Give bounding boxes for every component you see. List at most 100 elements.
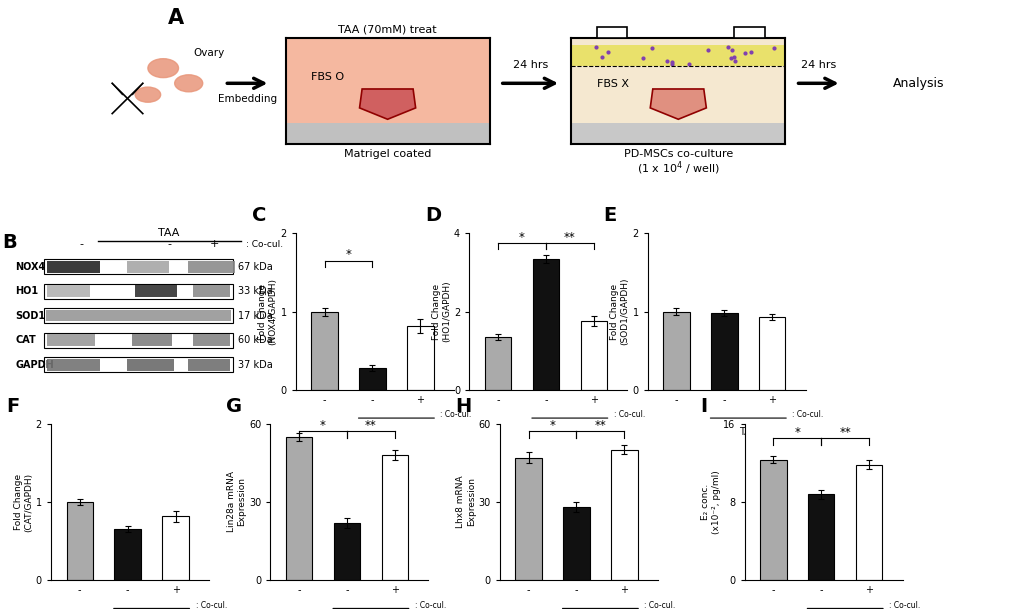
Text: 24 hrs: 24 hrs bbox=[800, 60, 836, 70]
Text: **: ** bbox=[365, 419, 376, 432]
Text: FBS X: FBS X bbox=[596, 79, 628, 89]
Bar bbox=[126, 260, 169, 273]
Text: *: * bbox=[549, 419, 555, 432]
Bar bbox=[47, 260, 100, 273]
Bar bbox=[45, 308, 232, 323]
Text: E: E bbox=[603, 206, 616, 225]
Text: A: A bbox=[168, 7, 184, 28]
Text: *: * bbox=[794, 426, 800, 439]
Polygon shape bbox=[650, 89, 706, 119]
Bar bbox=[187, 359, 230, 371]
Text: : Co-cul.: : Co-cul. bbox=[440, 410, 471, 419]
Bar bbox=[571, 38, 785, 123]
Bar bbox=[610, 449, 637, 580]
Text: C: C bbox=[252, 206, 266, 225]
Text: : Co-cul.: : Co-cul. bbox=[613, 410, 644, 419]
Bar bbox=[45, 357, 232, 372]
Text: : Co-cul.: : Co-cul. bbox=[792, 410, 822, 419]
Text: TAA (70mM) treat: TAA (70mM) treat bbox=[338, 24, 436, 34]
Bar bbox=[532, 258, 558, 390]
Bar bbox=[187, 260, 235, 273]
Text: TAA: TAA bbox=[387, 427, 406, 437]
Text: *: * bbox=[320, 419, 326, 432]
Text: H: H bbox=[455, 397, 472, 416]
Bar bbox=[47, 359, 100, 371]
Bar bbox=[193, 285, 230, 297]
Ellipse shape bbox=[148, 59, 178, 77]
Text: FBS O: FBS O bbox=[311, 71, 343, 82]
Text: HO1: HO1 bbox=[15, 286, 39, 296]
Bar bbox=[193, 334, 230, 346]
Bar bbox=[807, 494, 834, 580]
Bar bbox=[407, 325, 433, 390]
Y-axis label: Fold Change
(CAT/GAPDH): Fold Change (CAT/GAPDH) bbox=[13, 472, 33, 532]
Bar bbox=[571, 123, 785, 144]
Bar bbox=[285, 437, 312, 580]
Text: : Co-cul.: : Co-cul. bbox=[415, 600, 445, 610]
Text: F: F bbox=[7, 397, 20, 416]
Bar bbox=[46, 310, 231, 321]
Text: Matrigel coated: Matrigel coated bbox=[343, 149, 431, 159]
Bar bbox=[285, 38, 489, 123]
Text: *: * bbox=[519, 231, 525, 244]
Bar bbox=[662, 312, 689, 390]
Text: B: B bbox=[2, 233, 16, 252]
Text: (1 x 10$^4$ / well): (1 x 10$^4$ / well) bbox=[636, 160, 719, 177]
Text: D: D bbox=[425, 206, 440, 225]
Bar bbox=[162, 516, 189, 580]
Y-axis label: Fold Change
(SOD1/GAPDH): Fold Change (SOD1/GAPDH) bbox=[609, 278, 629, 345]
Text: Embedding: Embedding bbox=[218, 94, 276, 104]
Text: G: G bbox=[226, 397, 242, 416]
Bar bbox=[47, 334, 95, 346]
Text: : Co-cul.: : Co-cul. bbox=[644, 600, 675, 610]
Bar bbox=[285, 123, 489, 144]
Text: -: - bbox=[167, 239, 171, 249]
Text: -: - bbox=[79, 239, 84, 249]
Text: TAA: TAA bbox=[560, 427, 579, 437]
Text: TAA: TAA bbox=[158, 228, 179, 238]
Y-axis label: Fold Change
(NOX4/GAPDH): Fold Change (NOX4/GAPDH) bbox=[258, 278, 277, 345]
Bar bbox=[562, 507, 589, 580]
Text: Ovary: Ovary bbox=[194, 48, 225, 58]
Bar bbox=[710, 313, 737, 390]
Ellipse shape bbox=[135, 87, 161, 102]
Text: : Co-cul.: : Co-cul. bbox=[889, 600, 919, 610]
Bar bbox=[484, 337, 511, 390]
Text: GAPDH: GAPDH bbox=[15, 360, 54, 370]
Bar bbox=[580, 321, 606, 390]
Bar bbox=[734, 26, 764, 38]
Polygon shape bbox=[360, 89, 416, 119]
Bar bbox=[45, 259, 232, 274]
Y-axis label: Fold Change
(HO1/GAPDH): Fold Change (HO1/GAPDH) bbox=[431, 281, 450, 343]
Bar bbox=[759, 460, 786, 580]
Bar bbox=[381, 455, 408, 580]
Text: Analysis: Analysis bbox=[892, 77, 943, 90]
Text: CAT: CAT bbox=[15, 335, 36, 345]
Text: : Co-cul.: : Co-cul. bbox=[246, 240, 283, 249]
Text: SOD1: SOD1 bbox=[15, 311, 46, 321]
Bar bbox=[571, 45, 785, 66]
Y-axis label: Lhx8 mRNA
Expression: Lhx8 mRNA Expression bbox=[455, 476, 475, 528]
Text: 24 hrs: 24 hrs bbox=[513, 60, 547, 70]
Bar bbox=[758, 317, 785, 390]
Bar bbox=[126, 359, 174, 371]
Text: PD-MSCs co-culture: PD-MSCs co-culture bbox=[623, 149, 733, 159]
Bar bbox=[311, 312, 337, 390]
Text: *: * bbox=[345, 249, 352, 262]
Text: I: I bbox=[700, 397, 707, 416]
Text: **: ** bbox=[594, 419, 605, 432]
Bar bbox=[135, 285, 177, 297]
Text: 37 kDa: 37 kDa bbox=[237, 360, 272, 370]
Bar bbox=[114, 529, 141, 580]
Ellipse shape bbox=[174, 75, 203, 92]
Text: 67 kDa: 67 kDa bbox=[237, 262, 272, 271]
Bar bbox=[131, 334, 171, 346]
Text: 33 kDa: 33 kDa bbox=[237, 286, 272, 296]
Text: **: ** bbox=[564, 231, 575, 244]
Bar bbox=[596, 26, 627, 38]
Bar bbox=[333, 523, 360, 580]
Bar bbox=[47, 285, 90, 297]
Bar bbox=[45, 333, 232, 348]
Text: **: ** bbox=[839, 426, 850, 439]
Bar bbox=[855, 465, 881, 580]
